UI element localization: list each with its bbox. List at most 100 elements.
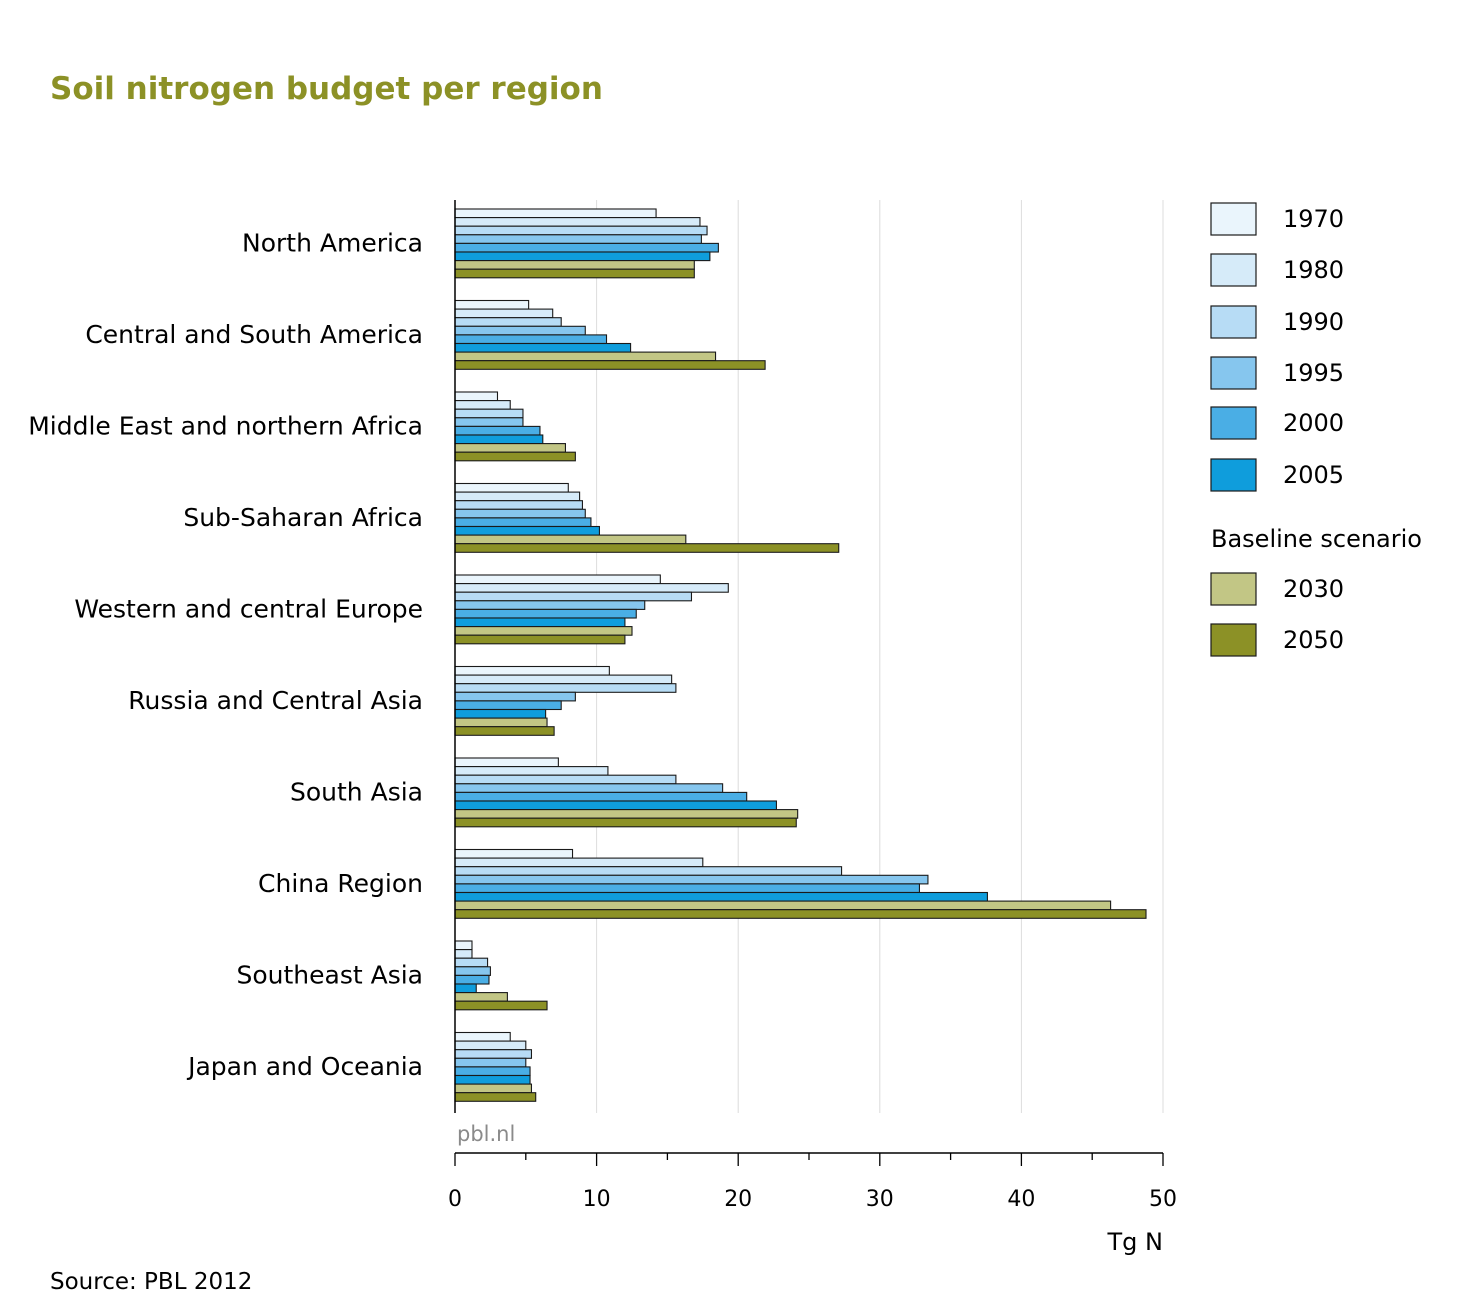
bar xyxy=(454,1057,527,1068)
bar xyxy=(454,674,673,685)
bar xyxy=(454,574,661,585)
bar xyxy=(454,634,626,645)
bar xyxy=(454,966,491,976)
category-label: Russia and Central Asia xyxy=(128,686,423,715)
bar xyxy=(454,1040,527,1051)
category-label: Western and central Europe xyxy=(74,594,423,623)
legend-swatch xyxy=(1210,356,1257,390)
bar xyxy=(454,482,569,493)
bar xyxy=(454,225,708,236)
bar xyxy=(454,983,477,994)
bar xyxy=(454,1092,537,1102)
bar xyxy=(454,342,632,353)
bar xyxy=(454,800,777,811)
legend: 1970 1980 1990 1995 2000 2005 Baseline scenari… xyxy=(1210,202,1422,657)
legend-swatch xyxy=(1210,202,1257,236)
bar xyxy=(454,299,530,310)
bar xyxy=(454,360,766,370)
bar xyxy=(454,626,633,636)
x-tick-label: 10 xyxy=(583,1187,611,1212)
category-labels: North America Central and South America Mi… xyxy=(28,228,423,1081)
legend-label: 2005 xyxy=(1283,461,1344,489)
x-tick-label: 0 xyxy=(448,1187,462,1212)
x-tick-label: 30 xyxy=(866,1187,894,1212)
source-note: Source: PBL 2012 xyxy=(50,1269,252,1295)
bar xyxy=(454,774,677,785)
legend-swatch xyxy=(1210,572,1257,606)
bar xyxy=(454,809,799,819)
bar xyxy=(454,700,562,711)
x-tick-label: 40 xyxy=(1007,1187,1035,1212)
category-label: South Asia xyxy=(290,777,423,806)
bar xyxy=(454,208,657,219)
bar xyxy=(454,317,562,327)
bar xyxy=(454,974,490,985)
bar xyxy=(454,708,547,719)
bar xyxy=(454,940,473,951)
category-label: Middle East and northern Africa xyxy=(28,411,423,440)
bar xyxy=(454,726,555,736)
bar xyxy=(454,325,586,336)
legend-label: 2030 xyxy=(1283,575,1344,603)
bar xyxy=(454,591,693,602)
category-label: China Region xyxy=(258,869,423,898)
legend-swatch xyxy=(1210,253,1257,287)
bar xyxy=(454,683,677,693)
bar xyxy=(454,234,702,244)
bar xyxy=(454,757,559,768)
legend-label: 1980 xyxy=(1283,256,1344,284)
bar xyxy=(454,242,719,253)
legend-swatch xyxy=(1210,458,1257,492)
bar xyxy=(454,1066,531,1077)
bar xyxy=(454,665,610,676)
bar xyxy=(454,909,1147,919)
x-axis-unit-label: Tg N xyxy=(1107,1228,1163,1256)
bar xyxy=(454,1049,533,1059)
legend-swatch xyxy=(1210,406,1257,440)
bar xyxy=(454,425,541,436)
legend-heading: Baseline scenario xyxy=(1211,525,1422,553)
bar xyxy=(454,992,508,1002)
bar xyxy=(454,717,548,728)
bar xyxy=(454,351,717,362)
bar xyxy=(454,1031,511,1042)
category-label: Japan and Oceania xyxy=(186,1052,423,1081)
bar xyxy=(454,525,600,536)
bar xyxy=(454,443,566,453)
bar xyxy=(454,434,544,445)
legend-swatch xyxy=(1210,305,1257,339)
bar xyxy=(454,874,929,885)
bar xyxy=(454,400,511,410)
legend-label: 1995 xyxy=(1283,359,1344,387)
bar xyxy=(454,308,554,319)
bar xyxy=(454,391,499,402)
bar xyxy=(454,1074,531,1085)
bar xyxy=(454,260,695,270)
bar xyxy=(454,417,524,427)
bar xyxy=(454,408,524,419)
legend-label: 1990 xyxy=(1283,308,1344,336)
bar xyxy=(454,766,609,776)
bar xyxy=(454,268,695,279)
bar xyxy=(454,1083,533,1094)
bars xyxy=(454,208,1147,1102)
bar xyxy=(454,783,724,793)
bar xyxy=(454,451,576,462)
x-tick-label: 20 xyxy=(724,1187,752,1212)
bar xyxy=(454,600,646,610)
category-label: Central and South America xyxy=(85,320,423,349)
bar xyxy=(454,691,576,702)
category-label: North America xyxy=(242,228,423,257)
bar xyxy=(454,817,797,828)
bar xyxy=(454,217,701,227)
legend-swatch xyxy=(1210,623,1257,657)
bar xyxy=(454,251,711,262)
bar xyxy=(454,508,586,519)
x-axis: 0 10 20 30 40 50 xyxy=(448,200,1177,1212)
bar xyxy=(454,500,583,510)
bar xyxy=(454,517,592,528)
bar xyxy=(454,848,574,859)
category-label: Southeast Asia xyxy=(236,960,423,989)
pbl-watermark: pbl.nl xyxy=(457,1122,515,1146)
